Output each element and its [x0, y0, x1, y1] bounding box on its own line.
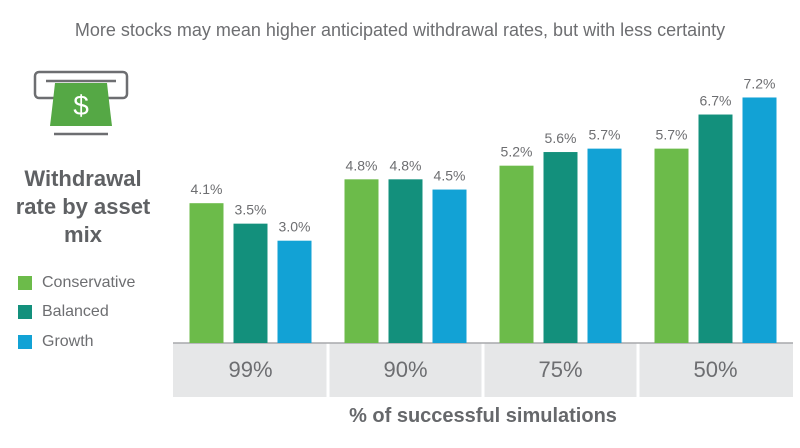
legend-label: Conservative	[42, 273, 136, 291]
data-label: 5.2%	[501, 144, 533, 160]
x-axis-label: % of successful simulations	[349, 405, 617, 427]
bar-growth	[277, 240, 312, 343]
legend-item-conservative: Conservative	[18, 268, 135, 298]
side-title: Withdrawal rate by asset mix	[15, 166, 151, 247]
bar-growth	[587, 148, 622, 343]
data-label: 4.1%	[191, 181, 223, 197]
bar-conservative	[189, 203, 224, 343]
data-label: 4.5%	[434, 168, 466, 184]
data-label: 5.6%	[545, 130, 577, 146]
data-label: 3.5%	[235, 202, 267, 218]
category-box	[329, 343, 482, 397]
bar-conservative	[344, 179, 379, 343]
data-label: 4.8%	[346, 157, 378, 173]
legend-swatch	[18, 334, 32, 349]
bar-balanced	[543, 152, 578, 343]
data-label: 4.8%	[390, 157, 422, 173]
legend-swatch	[18, 305, 32, 320]
data-label: 7.2%	[744, 75, 776, 91]
bar-conservative	[499, 165, 534, 343]
legend-item-growth: Growth	[18, 327, 135, 357]
category-box	[639, 343, 793, 397]
category-box	[173, 343, 327, 397]
chart-title: More stocks may mean higher anticipated …	[74, 20, 726, 40]
legend-label: Growth	[42, 332, 94, 350]
legend-label: Balanced	[42, 303, 109, 321]
bar-balanced	[698, 114, 733, 343]
cash-withdrawal-icon: $	[33, 70, 129, 136]
bar-growth	[742, 97, 777, 343]
x-tick-label: 99%	[228, 357, 272, 382]
bar-conservative	[654, 148, 689, 343]
bar-balanced	[388, 179, 423, 343]
x-tick-label: 90%	[383, 357, 427, 382]
x-tick-label: 75%	[538, 357, 582, 382]
data-label: 6.7%	[700, 93, 732, 109]
data-label: 5.7%	[589, 127, 621, 143]
legend-item-balanced: Balanced	[18, 298, 135, 328]
bar-growth	[432, 189, 467, 343]
svg-text:$: $	[73, 90, 89, 121]
legend: Conservative Balanced Growth	[18, 268, 135, 357]
x-tick-label: 50%	[693, 357, 737, 382]
category-box	[484, 343, 637, 397]
bar-balanced	[233, 223, 268, 343]
data-label: 5.7%	[656, 127, 688, 143]
legend-swatch	[18, 275, 32, 290]
data-label: 3.0%	[279, 219, 311, 235]
